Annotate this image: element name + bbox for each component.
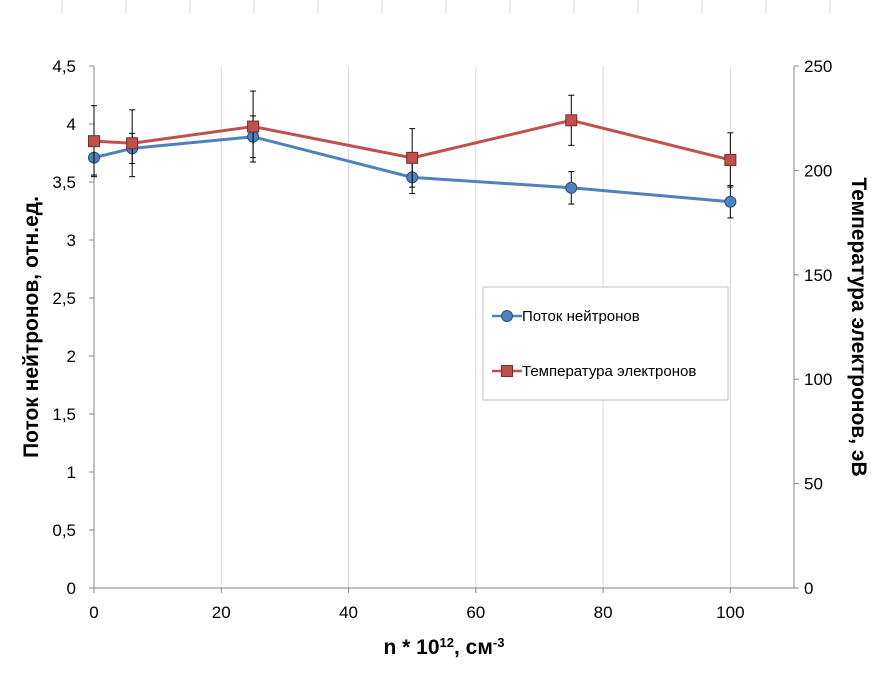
- y-left-tick-label: 2: [67, 347, 76, 366]
- legend: Поток нейтронов Температура электронов: [482, 286, 729, 401]
- legend-marker-temperature: [501, 365, 513, 377]
- y-left-tick-label: 1: [67, 463, 76, 482]
- data-point-temperature: [126, 137, 139, 150]
- x-tick-label: 80: [594, 603, 613, 622]
- series-line-temperature: [93, 118, 731, 162]
- y-left-tick-label: 4,5: [52, 57, 76, 76]
- legend-label-temperature: Температура электронов: [522, 363, 696, 380]
- x-tick-label: 20: [212, 603, 231, 622]
- x-axis-title-unit: , см: [454, 636, 493, 659]
- x-tick-label: 0: [89, 603, 98, 622]
- data-point-temperature: [406, 151, 419, 164]
- y-right-tick-label: 150: [804, 266, 832, 285]
- x-tick-label: 60: [466, 603, 485, 622]
- data-point-neutron: [724, 195, 737, 208]
- x-tick-label: 100: [716, 603, 744, 622]
- legend-label-neutron: Поток нейтронов: [522, 308, 640, 325]
- y-left-tick-label: 3: [67, 231, 76, 250]
- y-left-tick-labels: 0 0,5 1 1,5 2 2,5 3 3,5 4 4,5: [52, 57, 76, 598]
- y-right-tick-labels: 0 50 100 150 200 250: [804, 57, 832, 598]
- y-right-axis-title: Температура электронов, эВ: [847, 177, 870, 476]
- legend-box: [482, 286, 729, 401]
- y-left-tick-label: 3,5: [52, 173, 76, 192]
- y-left-tick-label: 1,5: [52, 405, 76, 424]
- y-right-tick-label: 250: [804, 57, 832, 76]
- x-axis-title-unit-exp: -3: [493, 635, 505, 650]
- data-point-temperature: [724, 153, 737, 166]
- x-tick-label: 40: [339, 603, 358, 622]
- y-left-tick-label: 2,5: [52, 289, 76, 308]
- x-tick-labels: 0 20 40 60 80 100: [89, 603, 744, 622]
- data-point-temperature: [247, 120, 260, 133]
- data-point-temperature: [88, 135, 100, 148]
- y-right-tick-label: 100: [804, 370, 832, 389]
- series-line-neutron: [93, 135, 731, 204]
- y-right-tick-label: 200: [804, 161, 832, 180]
- y-left-axis-title: Поток нейтронов, отн.ед.: [20, 196, 43, 458]
- series-temperature: [88, 90, 737, 188]
- y-left-tick-label: 0,5: [52, 521, 76, 540]
- x-axis-title-exp: 12: [440, 635, 454, 650]
- y-left-tick-label: 4: [67, 115, 76, 134]
- y-left-tick-label: 0: [67, 579, 76, 598]
- data-point-neutron: [565, 181, 578, 194]
- series-layer: [88, 90, 737, 219]
- legend-marker-neutron: [501, 310, 513, 322]
- y-right-tick-label: 0: [804, 579, 813, 598]
- y-right-tick-label: 50: [804, 475, 823, 494]
- x-axis-title: n * 1012, см-3: [384, 635, 505, 660]
- top-ticks: [61, 0, 831, 14]
- data-point-temperature: [565, 114, 578, 127]
- x-axis-title-base: n * 10: [384, 636, 440, 659]
